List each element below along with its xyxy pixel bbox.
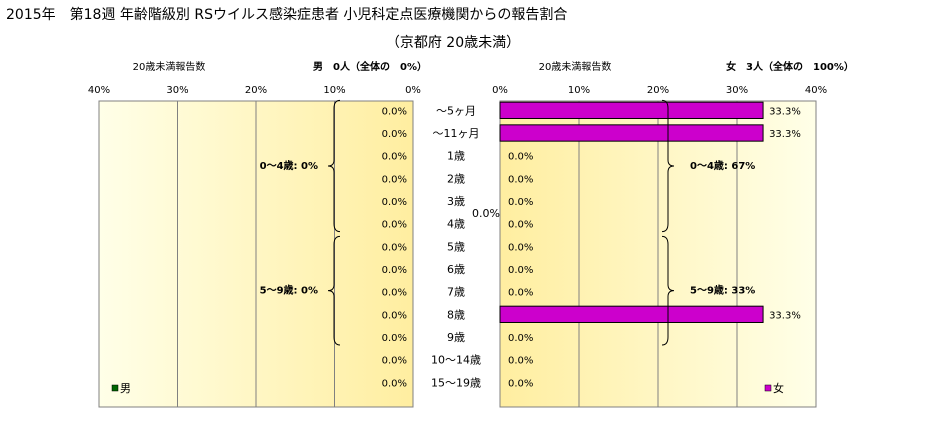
male-group-label: 0～4歳: 0% <box>260 159 318 172</box>
female-group-label: 0～4歳: 67% <box>690 159 755 172</box>
male-tick-label: 40% <box>88 85 110 96</box>
category-label: ～11ヶ月 <box>433 127 480 140</box>
female-header: 女 3人（全体の 100%） <box>726 60 854 73</box>
male-tick-label: 20% <box>245 85 267 96</box>
female-value-label: 0.0% <box>508 220 533 231</box>
male-group-label: 5～9歳: 0% <box>260 284 318 297</box>
female-value-label: 0.0% <box>508 333 533 344</box>
male-value-label: 0.0% <box>382 265 407 276</box>
female-value-label: 0.0% <box>508 152 533 163</box>
male-value-label: 0.0% <box>382 174 407 185</box>
category-label: 15～19歳 <box>431 376 481 389</box>
group-brace <box>661 235 675 346</box>
female-bar <box>499 124 764 142</box>
category-label: 4歳 <box>447 218 465 231</box>
category-label: ～5ヶ月 <box>436 104 476 117</box>
female-value-label: 0.0% <box>508 288 533 299</box>
male-value-label: 0.0% <box>382 197 407 208</box>
female-tick-label: 10% <box>568 85 590 96</box>
female-legend-label: 女 <box>773 381 784 395</box>
female-value-label: 0.0% <box>508 378 533 389</box>
male-value-label: 0.0% <box>382 129 407 140</box>
female-tick-label: 30% <box>726 85 748 96</box>
male-value-label: 0.0% <box>382 288 407 299</box>
male-header: 男 0人（全体の 0%） <box>313 60 427 73</box>
category-label: 2歳 <box>447 172 465 185</box>
category-label: 9歳 <box>447 331 465 344</box>
group-brace <box>327 235 341 346</box>
female-value-label: 33.3% <box>769 310 801 321</box>
female-value-label: 0.0% <box>508 356 533 367</box>
female-value-label: 33.3% <box>769 129 801 140</box>
female-value-label: 0.0% <box>508 265 533 276</box>
female-tick-label: 0% <box>492 85 508 96</box>
male-value-label: 0.0% <box>382 378 407 389</box>
male-value-label: 0.0% <box>382 310 407 321</box>
female-tick-label: 40% <box>805 85 827 96</box>
center-zero-label: 0.0% <box>472 207 500 220</box>
female-tick-label: 20% <box>647 85 669 96</box>
female-value-label: 0.0% <box>508 174 533 185</box>
male-tick-label: 30% <box>166 85 188 96</box>
male-xlabel: 20歳未満報告数 <box>133 60 206 73</box>
female-value-label: 0.0% <box>508 197 533 208</box>
category-label: 1歳 <box>447 150 465 163</box>
female-bar <box>499 305 764 323</box>
female-legend-swatch <box>764 384 772 392</box>
chart-subtitle: （京都府 20歳未満） <box>386 35 520 51</box>
category-label: 8歳 <box>447 308 465 321</box>
female-bar <box>499 101 764 119</box>
male-legend-label: 男 <box>120 382 131 395</box>
male-tick-label: 10% <box>323 85 345 96</box>
chart-title: 2015年 第18週 年齢階級別 RSウイルス感染症患者 小児科定点医療機関から… <box>6 6 567 23</box>
male-value-label: 0.0% <box>382 356 407 367</box>
male-value-label: 0.0% <box>382 220 407 231</box>
category-label: 5歳 <box>447 240 465 253</box>
female-value-label: 33.3% <box>769 106 801 117</box>
category-label: 7歳 <box>447 286 465 299</box>
male-tick-label: 0% <box>405 85 421 96</box>
category-label: 3歳 <box>447 195 465 208</box>
category-label: 6歳 <box>447 263 465 276</box>
male-legend-swatch <box>111 384 119 392</box>
male-value-label: 0.0% <box>382 242 407 253</box>
male-value-label: 0.0% <box>382 152 407 163</box>
female-xlabel: 20歳未満報告数 <box>539 60 612 73</box>
male-value-label: 0.0% <box>382 106 407 117</box>
female-value-label: 0.0% <box>508 242 533 253</box>
group-brace <box>661 99 675 233</box>
male-value-label: 0.0% <box>382 333 407 344</box>
group-brace <box>327 99 341 233</box>
category-label: 10～14歳 <box>431 354 481 367</box>
female-group-label: 5～9歳: 33% <box>690 284 755 297</box>
